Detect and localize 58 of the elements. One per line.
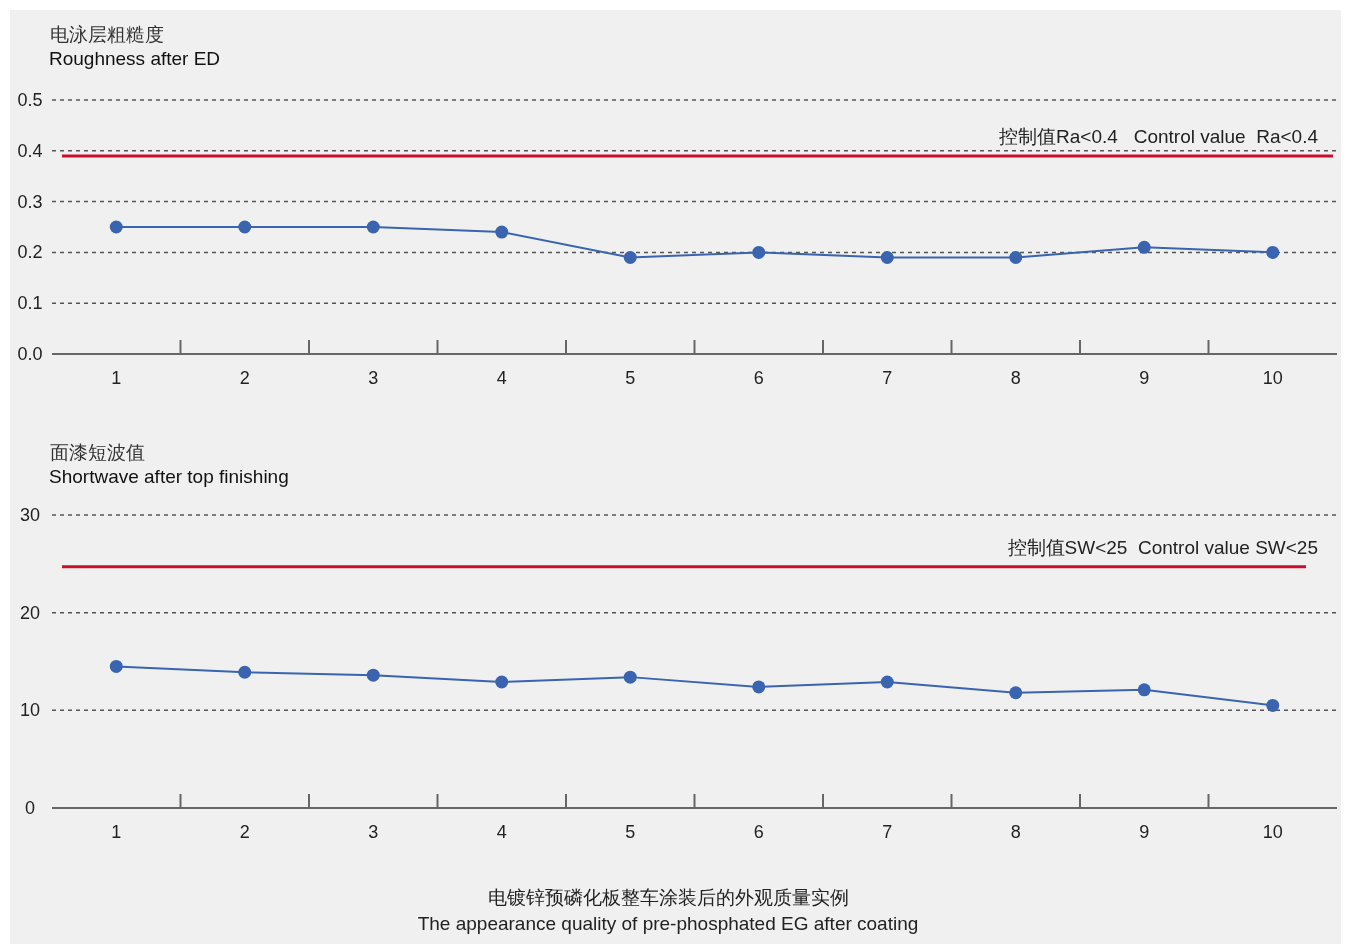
x-tick-label: 4 [496,368,507,388]
x-tick-label: 7 [882,368,893,388]
x-tick-label: 5 [625,822,636,842]
point [623,250,637,264]
x-tick-label: 2 [239,822,250,842]
y-tick-label: 10 [19,700,41,721]
x-tick-label: 3 [368,822,379,842]
x-tick-label: 8 [1010,368,1021,388]
y-tick-label: 0.5 [17,90,43,110]
y-tick-label: 0.3 [17,191,43,212]
point [623,670,637,684]
x-tick-label: 4 [496,822,507,842]
point [366,668,380,682]
point [366,220,380,234]
x-tick-label: 1 [111,368,122,388]
text: The appearance quality of pre-phosphated EG after coating [417,913,919,934]
x-tick-label: 9 [1139,368,1150,388]
x-tick-label: 7 [882,822,893,842]
chart-title: 面漆短波值 [50,442,145,463]
point [1009,250,1023,264]
x-tick-label: 6 [753,368,764,388]
point [109,220,123,234]
point [752,680,766,694]
ref-line-label: 控制值SW<25 Control value SW<25 [1007,536,1318,558]
chart-subtitle: Roughness after ED [49,48,221,69]
point [238,220,252,234]
point [1137,683,1151,697]
x-tick-label: 1 [111,822,122,842]
x-tick-label: 10 [1262,368,1283,388]
x-tick-label: 8 [1010,822,1021,842]
y-tick-label: 0.1 [17,293,43,314]
x-tick-label: 5 [625,368,636,388]
ref-line-label: 控制值Ra<0.4 Control value Ra<0.4 [999,125,1319,147]
y-tick-label: 0 [24,798,36,818]
chart-title: 电泳层粗糙度 [50,24,164,45]
y-tick-label: 0.2 [17,242,43,263]
x-tick-label: 6 [753,822,764,842]
point [1266,698,1280,712]
chart-subtitle: Shortwave after top finishing [49,466,289,487]
y-tick-label: 0.4 [17,140,43,161]
x-tick-label: 2 [239,368,250,388]
x-tick-label: 9 [1139,822,1150,842]
text: 电镀锌预磷化板整车涂装后的外观质量实例 [487,887,849,908]
point [1266,245,1280,259]
point [880,675,894,689]
point [880,250,894,264]
y-tick-label: 20 [19,602,41,623]
point [752,245,766,259]
y-tick-label: 0.0 [17,344,43,364]
x-tick-label: 10 [1262,822,1283,842]
point [1137,240,1151,254]
point [1009,686,1023,700]
y-tick-label: 30 [19,505,41,525]
point [238,665,252,679]
point [495,675,509,689]
x-tick-label: 3 [368,368,379,388]
point [109,659,123,673]
point [495,225,509,239]
